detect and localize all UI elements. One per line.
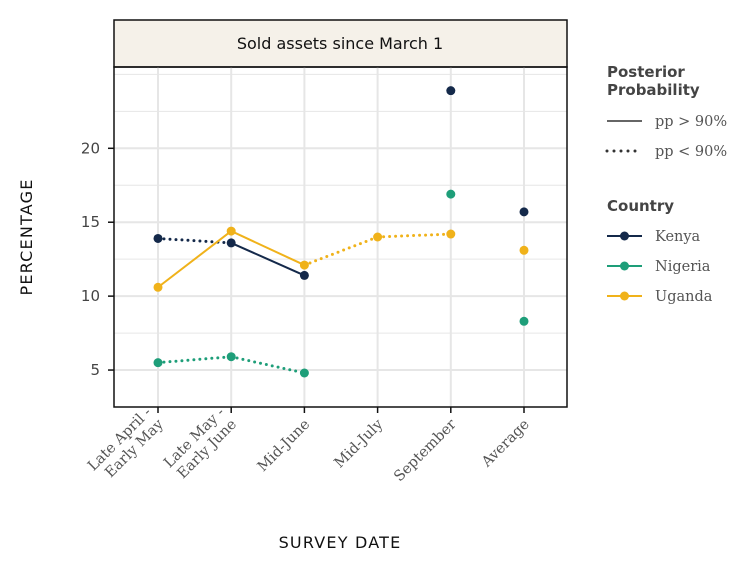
x-tick-label: Mid-June: [255, 417, 314, 476]
y-tick-label: 5: [90, 361, 100, 379]
grid: [114, 67, 567, 408]
series-uganda: [153, 226, 529, 292]
series-segment-solid: [230, 241, 305, 277]
series-nigeria: [153, 189, 529, 378]
legend-key-point: [620, 231, 629, 241]
data-point: [519, 245, 529, 255]
data-point: [226, 226, 236, 236]
series-segment-solid: [230, 230, 305, 266]
data-point: [373, 232, 383, 242]
data-point: [226, 238, 236, 248]
x-tick-label-line: September: [391, 416, 459, 484]
data-point: [153, 233, 163, 243]
series-segment-solid: [157, 230, 232, 289]
data-point: [446, 229, 456, 239]
legend-label-country: Nigeria: [655, 259, 711, 275]
series-segment-dotted: [376, 232, 453, 239]
series-segment-dotted: [156, 236, 233, 245]
y-tick-label: 10: [81, 287, 100, 305]
data-point: [153, 282, 163, 292]
series-group: [153, 86, 529, 378]
x-tick-label-line: Mid-June: [255, 417, 314, 476]
data-point: [226, 352, 236, 362]
y-axis: 5 10 15 20: [81, 139, 114, 379]
chart-title: Sold assets since March 1: [237, 34, 443, 53]
x-tick-label: Late May -Early June: [161, 404, 240, 483]
series-kenya: [153, 86, 529, 280]
series-segment-dotted: [229, 355, 306, 375]
plot-panel-border: [113, 66, 568, 408]
y-tick-label: 15: [81, 213, 100, 231]
x-tick-label-line: Average: [478, 417, 533, 472]
legend-key-point: [620, 261, 629, 271]
legend-label-country: Uganda: [655, 289, 713, 305]
series-segment-dotted: [156, 355, 233, 365]
data-point: [153, 358, 163, 368]
data-point: [446, 189, 456, 199]
legend-label-country: Kenya: [655, 229, 701, 245]
x-tick-label: September: [391, 416, 459, 484]
legend-label-pp: pp > 90%: [655, 114, 727, 130]
data-point: [299, 368, 309, 378]
legend-title-country: Country: [607, 197, 674, 215]
data-point: [299, 260, 309, 270]
x-axis-title: SURVEY DATE: [279, 533, 402, 552]
x-tick-label-line: Mid-July: [332, 416, 387, 471]
y-tick-label: 20: [81, 139, 100, 157]
series-segment-dotted: [302, 235, 380, 267]
x-tick-label: Average: [478, 417, 533, 472]
legend-title-pp: Probability: [607, 81, 700, 99]
x-tick-label: Late April -Early May: [85, 404, 167, 486]
data-point: [519, 316, 529, 326]
data-point: [299, 270, 309, 280]
data-point: [519, 207, 529, 217]
strip-background: [113, 19, 568, 68]
legend-key-point: [620, 291, 629, 301]
x-tick-label: Mid-July: [332, 416, 387, 471]
legend-label-pp: pp < 90%: [655, 144, 727, 160]
data-point: [446, 86, 456, 96]
y-axis-title: PERCENTAGE: [17, 178, 36, 295]
legend-title-pp: Posterior: [607, 63, 685, 81]
